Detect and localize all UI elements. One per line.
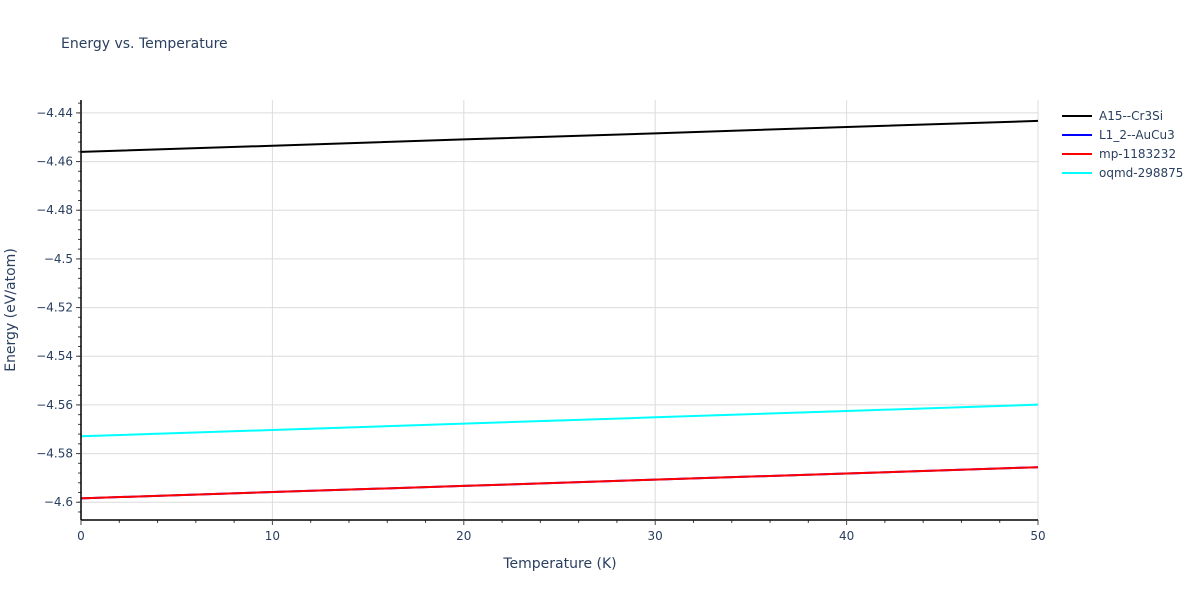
minor-ticks xyxy=(78,102,1001,523)
legend-label: L1_2--AuCu3 xyxy=(1099,127,1175,142)
svg-text:−4.46: −4.46 xyxy=(36,155,73,169)
svg-text:30: 30 xyxy=(648,529,663,543)
legend-label: A15--Cr3Si xyxy=(1099,108,1164,123)
trace-a15-cr3si[interactable] xyxy=(80,119,1039,153)
trace-oqmd-298875[interactable] xyxy=(80,403,1039,438)
data-traces xyxy=(80,119,1039,500)
legend-line-icon xyxy=(1062,133,1092,136)
chart-title: Energy vs. Temperature xyxy=(61,36,228,52)
svg-text:50: 50 xyxy=(1030,529,1045,543)
svg-text:−4.56: −4.56 xyxy=(36,398,73,412)
axes: −4.44 −4.46 −4.48 −4.5 −4.52 −4.54 −4.56 −4.58 −… xyxy=(36,100,1046,543)
legend-line-icon xyxy=(1062,114,1092,117)
svg-text:0: 0 xyxy=(77,529,85,543)
svg-text:10: 10 xyxy=(265,529,280,543)
legend-line-icon xyxy=(1062,152,1092,155)
legend-item-l1-2-aucu3[interactable]: L1_2--AuCu3 xyxy=(1062,125,1183,144)
svg-text:−4.48: −4.48 xyxy=(36,203,73,217)
legend-label: mp-1183232 xyxy=(1099,146,1177,161)
gridlines xyxy=(81,100,1039,520)
svg-text:−4.54: −4.54 xyxy=(36,349,73,363)
svg-text:−4.52: −4.52 xyxy=(36,301,73,315)
svg-text:40: 40 xyxy=(839,529,854,543)
svg-text:−4.58: −4.58 xyxy=(36,447,73,461)
svg-text:−4.6: −4.6 xyxy=(44,495,73,509)
legend-line-icon xyxy=(1062,171,1092,174)
legend: A15--Cr3Si L1_2--AuCu3 mp-1183232 oqmd-2… xyxy=(1062,106,1183,182)
x-axis-title: Temperature (K) xyxy=(502,556,616,572)
trace-mp-1183232[interactable] xyxy=(80,466,1039,500)
legend-item-mp-1183232[interactable]: mp-1183232 xyxy=(1062,144,1183,163)
legend-item-oqmd-298875[interactable]: oqmd-298875 xyxy=(1062,163,1183,182)
legend-item-a15-cr3si[interactable]: A15--Cr3Si xyxy=(1062,106,1183,125)
svg-text:−4.5: −4.5 xyxy=(44,252,73,266)
svg-text:20: 20 xyxy=(456,529,471,543)
svg-text:−4.44: −4.44 xyxy=(36,106,73,120)
y-axis-title: Energy (eV/atom) xyxy=(3,248,19,372)
legend-label: oqmd-298875 xyxy=(1099,165,1184,180)
